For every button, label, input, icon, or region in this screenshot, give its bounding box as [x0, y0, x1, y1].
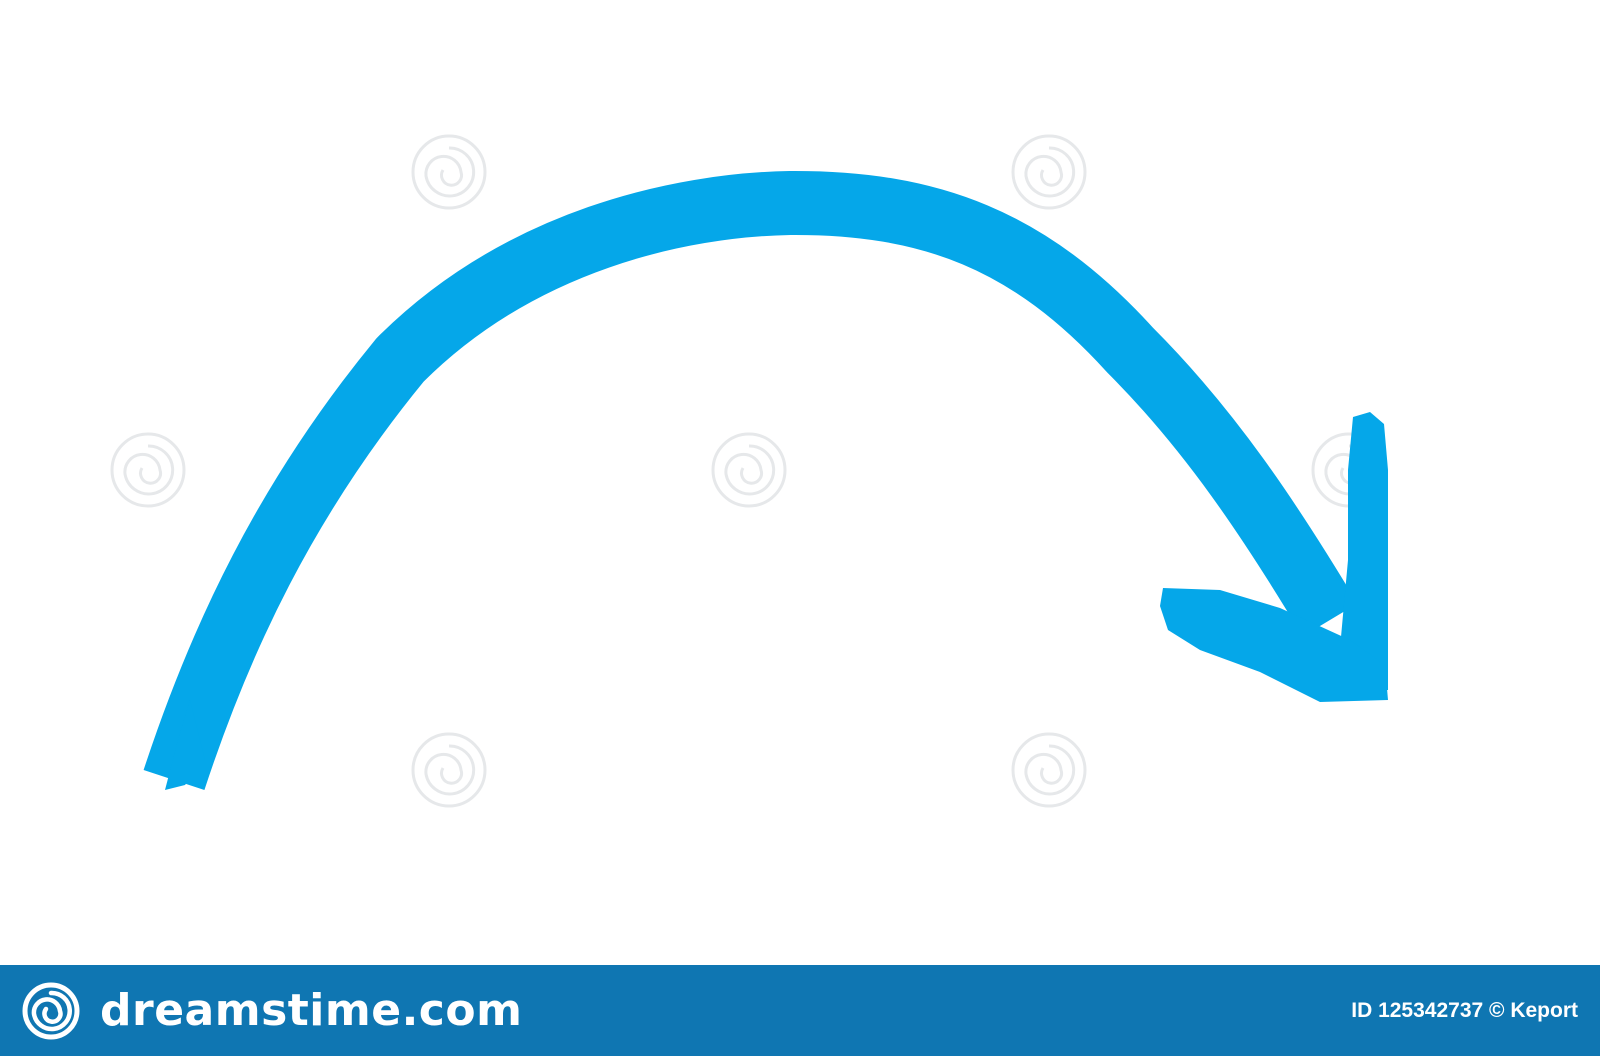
- spiral-icon: [20, 980, 82, 1042]
- watermark-spiral-icon: [711, 432, 787, 508]
- arrow-shaft: [143, 170, 1358, 790]
- artwork-canvas: [110, 134, 1388, 808]
- watermark-spiral-icon: [1011, 732, 1087, 808]
- brand[interactable]: dreamstime.com: [20, 980, 522, 1042]
- image-credit: ID 125342737 © Keport: [1351, 998, 1578, 1022]
- curved-arrow-right-icon: [143, 170, 1388, 790]
- footer-bar: dreamstime.com ID 125342737 © Keport: [0, 965, 1600, 1056]
- watermark-spiral-icon: [411, 134, 487, 210]
- watermark-spiral-icon: [1011, 134, 1087, 210]
- arrow-head-right-stroke: [1336, 412, 1388, 692]
- arrow-head-left-stroke: [1160, 588, 1388, 702]
- watermark-spiral-icon: [110, 432, 186, 508]
- brand-wordmark: dreamstime.com: [100, 985, 523, 1036]
- artwork-svg: [110, 134, 1388, 808]
- watermark-spiral-icon: [411, 732, 487, 808]
- arrow-tail-brush: [165, 700, 205, 790]
- watermark-layer: [110, 134, 1387, 808]
